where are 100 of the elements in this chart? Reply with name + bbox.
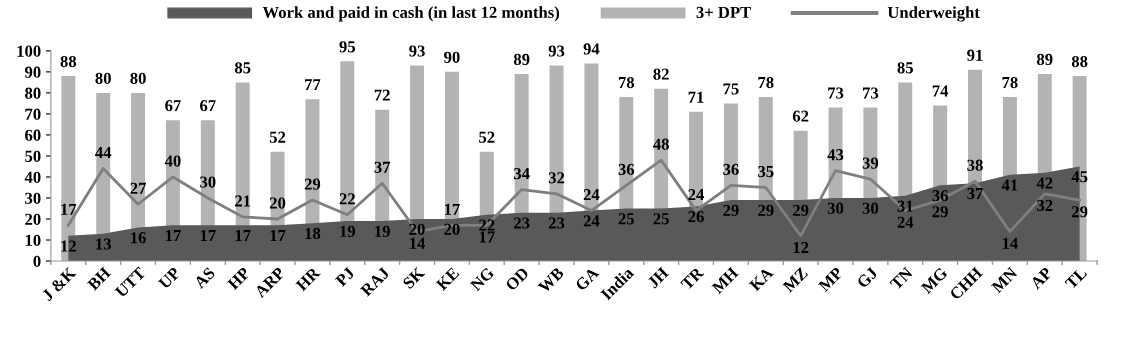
data-label: 21 (235, 195, 251, 207)
data-label: 36 (618, 163, 635, 176)
y-tick-label: 20 (25, 213, 41, 225)
data-label: 18 (305, 227, 321, 240)
data-label: 37 (967, 187, 983, 200)
data-label: 23 (514, 217, 530, 229)
data-label: 38 (967, 159, 983, 171)
data-label: 77 (305, 79, 321, 91)
data-label: 95 (339, 41, 356, 53)
x-tick-label: OD (504, 266, 530, 292)
data-label: 73 (828, 87, 844, 99)
x-tick-label: KA (748, 266, 774, 292)
data-label: 12 (793, 241, 809, 253)
x-tick-label: TR (680, 266, 705, 291)
x-tick-label: TL (1064, 266, 1088, 290)
data-label: 67 (165, 100, 181, 112)
data-label: 31 (897, 200, 913, 212)
data-label: 20 (409, 223, 425, 235)
data-label: 41 (1001, 179, 1018, 191)
legend-label: Underweight (887, 6, 980, 22)
data-label: 29 (932, 206, 948, 218)
data-label: 24 (583, 215, 600, 227)
data-label: 27 (130, 182, 146, 194)
y-tick-label: 0 (33, 255, 41, 267)
data-label: 44 (95, 147, 112, 159)
x-tick-label: JH (647, 266, 670, 289)
y-tick-label: 30 (25, 192, 41, 204)
data-label: 89 (1036, 53, 1053, 66)
data-label: 36 (932, 190, 948, 202)
x-tick-label: NG (469, 266, 495, 292)
data-label: 85 (234, 62, 251, 74)
data-label: 88 (60, 55, 77, 68)
y-tick-label: 80 (25, 87, 41, 99)
data-label: 29 (758, 204, 774, 216)
x-tick-label: J &K (41, 266, 77, 302)
data-label: 74 (932, 85, 949, 97)
data-label: 29 (793, 204, 809, 216)
x-tick-label: MP (817, 266, 844, 293)
data-label: 36 (723, 163, 739, 176)
y-tick-label: 50 (25, 150, 41, 162)
data-label: 78 (1002, 76, 1018, 89)
x-tick-label: MG (920, 266, 949, 295)
data-label: 78 (758, 76, 774, 89)
data-label: 94 (583, 43, 600, 55)
data-label: 25 (618, 213, 635, 225)
y-tick-label: 100 (17, 45, 41, 57)
data-label: 30 (862, 202, 879, 214)
data-label: 24 (688, 189, 705, 201)
data-label: 80 (130, 72, 146, 84)
data-label: 62 (792, 110, 809, 122)
data-label: 17 (200, 230, 216, 242)
x-tick-label: KE (435, 266, 460, 291)
data-label: 19 (340, 225, 356, 237)
data-label: 22 (479, 219, 495, 231)
x-tick-label: AP (1029, 266, 1053, 290)
legend-label: Work and paid in cash (in last 12 months) (262, 6, 560, 22)
data-label: 17 (61, 203, 77, 215)
data-label: 30 (200, 176, 216, 188)
x-tick-label: HP (226, 266, 251, 291)
data-label: 88 (1071, 55, 1088, 68)
data-label: 48 (653, 138, 669, 150)
data-label: 24 (583, 189, 600, 201)
data-label: 30 (827, 202, 844, 214)
data-label: 82 (653, 68, 669, 80)
x-tick-label: GJ (856, 266, 879, 289)
y-tick-label: 90 (24, 66, 41, 78)
x-tick-label: AS (193, 266, 216, 290)
x-tick-label: BH (86, 266, 112, 291)
data-label: 40 (164, 155, 181, 167)
data-label: 16 (131, 232, 146, 244)
data-label: 78 (618, 76, 635, 89)
data-label: 80 (95, 72, 111, 84)
data-label: 14 (1002, 237, 1018, 249)
data-label: 17 (479, 231, 495, 243)
data-label: 35 (758, 165, 774, 178)
x-tick-label: UP (157, 266, 181, 290)
x-tick-label: GA (574, 266, 600, 292)
data-label: 93 (409, 45, 425, 57)
data-label: 20 (444, 223, 460, 235)
data-label: 14 (410, 237, 426, 249)
data-label: 13 (96, 238, 111, 250)
data-label: 39 (862, 157, 879, 169)
x-tick-label: PJ (334, 266, 356, 288)
data-label: 89 (513, 53, 530, 66)
data-label: 67 (200, 100, 216, 112)
data-label: 26 (688, 211, 704, 223)
data-label: 71 (688, 91, 704, 103)
data-label: 19 (375, 225, 390, 237)
y-tick-label: 40 (24, 171, 41, 183)
data-label: 25 (653, 213, 669, 225)
legend-label: 3+ DPT (696, 6, 751, 19)
x-tick-label: TN (889, 266, 914, 291)
data-label: 22 (339, 193, 355, 205)
x-tick-label: MH (711, 266, 739, 295)
y-tick-label: 60 (25, 129, 41, 141)
data-label: 24 (897, 216, 914, 228)
data-label: 43 (827, 149, 844, 161)
x-tick-label: MN (990, 266, 1018, 294)
data-label: 32 (548, 172, 565, 184)
data-label: 42 (1036, 177, 1053, 189)
